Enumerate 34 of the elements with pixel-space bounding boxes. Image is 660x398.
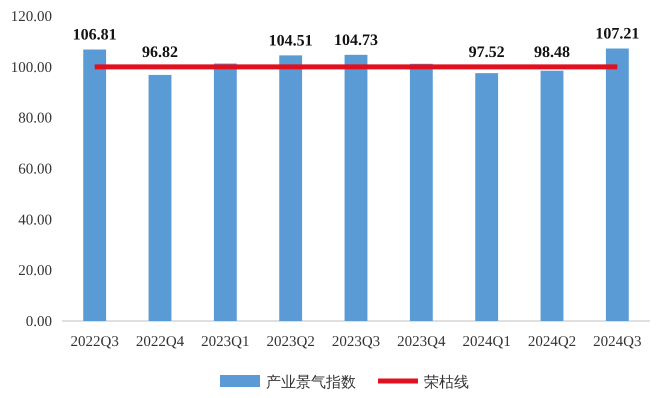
y-tick-label: 80.00 (18, 110, 52, 127)
data-label: 107.21 (595, 26, 640, 43)
bar (344, 54, 368, 321)
x-tick-label: 2024Q1 (462, 334, 511, 350)
y-tick-label: 20.00 (18, 263, 52, 280)
legend-label: 荣枯线 (424, 373, 469, 391)
legend-label: 产业景气指数 (266, 373, 356, 391)
x-tick-label: 2023Q1 (201, 334, 250, 350)
bar (540, 70, 564, 321)
bar (214, 64, 237, 321)
data-label: 104.51 (268, 32, 313, 50)
x-tick-label: 2023Q4 (397, 334, 446, 350)
y-tick-label: 40.00 (18, 212, 52, 228)
data-label: 104.73 (334, 32, 378, 49)
x-tick-label: 2023Q3 (332, 334, 380, 350)
y-tick-label: 100.00 (10, 60, 52, 76)
data-label: 97.52 (468, 44, 505, 61)
bar (148, 74, 172, 321)
bar (279, 55, 302, 321)
x-tick-label: 2023Q2 (266, 334, 315, 350)
x-tick-label: 2022Q4 (136, 334, 185, 350)
data-label: 96.82 (142, 44, 178, 61)
data-label: 98.48 (534, 44, 570, 61)
data-label: 106.81 (72, 26, 117, 44)
bar (83, 50, 106, 321)
x-tick-label: 2024Q3 (593, 334, 642, 350)
y-tick-label: 0.00 (26, 314, 52, 330)
y-tick-label: 60.00 (18, 162, 52, 178)
x-tick-label: 2022Q3 (70, 334, 119, 350)
x-tick-label: 2024Q2 (528, 334, 576, 350)
y-tick-label: 120.00 (10, 9, 52, 25)
bar (606, 48, 629, 321)
bar (410, 64, 433, 321)
bar (475, 73, 498, 321)
